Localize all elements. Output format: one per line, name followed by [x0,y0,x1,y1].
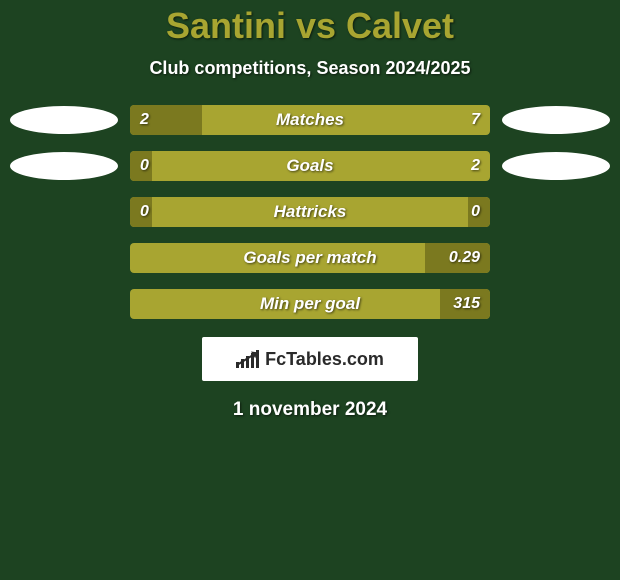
stat-right-value: 315 [453,295,480,313]
left-ellipse-slot [10,106,130,134]
stat-bar: Matches 2 7 [130,105,490,135]
subtitle: Club competitions, Season 2024/2025 [0,58,620,79]
title-text: Santini vs Calvet [166,5,454,46]
right-ellipse-slot [490,106,610,134]
stat-right-value: 0 [471,203,480,221]
stat-right-value: 0.29 [449,249,480,267]
stat-row: Min per goal 315 [10,289,610,319]
page-title: Santini vs Calvet [0,0,620,44]
stat-bar: Goals per match 0.29 [130,243,490,273]
left-ellipse-slot [10,152,130,180]
stat-label: Matches [276,110,344,130]
stat-right-value: 7 [471,111,480,129]
right-player-marker [502,152,610,180]
stat-bar: Goals 0 2 [130,151,490,181]
stat-row: Goals 0 2 [10,151,610,181]
stats-comparison: Matches 2 7 Goals 0 2 Hattricks 0 0 Goals per mat… [10,105,610,319]
stat-bar: Min per goal 315 [130,289,490,319]
stat-left-value: 0 [140,203,149,221]
logo-inner: FcTables.com [236,349,384,370]
left-player-marker [10,152,118,180]
stat-right-value: 2 [471,157,480,175]
right-ellipse-slot [490,152,610,180]
stat-row: Hattricks 0 0 [10,197,610,227]
right-player-marker [502,106,610,134]
subtitle-text: Club competitions, Season 2024/2025 [149,58,470,78]
fctables-logo: FcTables.com [202,337,418,381]
stat-label: Goals per match [243,248,376,268]
stat-label: Goals [286,156,333,176]
stat-row: Matches 2 7 [10,105,610,135]
left-player-marker [10,106,118,134]
logo-text: FcTables.com [265,349,384,370]
date-label: 1 november 2024 [0,399,620,421]
bar-chart-icon [236,350,259,368]
stat-bar: Hattricks 0 0 [130,197,490,227]
stat-left-value: 2 [140,111,149,129]
date-text: 1 november 2024 [233,399,387,420]
stat-row: Goals per match 0.29 [10,243,610,273]
stat-label: Min per goal [260,294,360,314]
stat-label: Hattricks [274,202,347,222]
stat-left-value: 0 [140,157,149,175]
